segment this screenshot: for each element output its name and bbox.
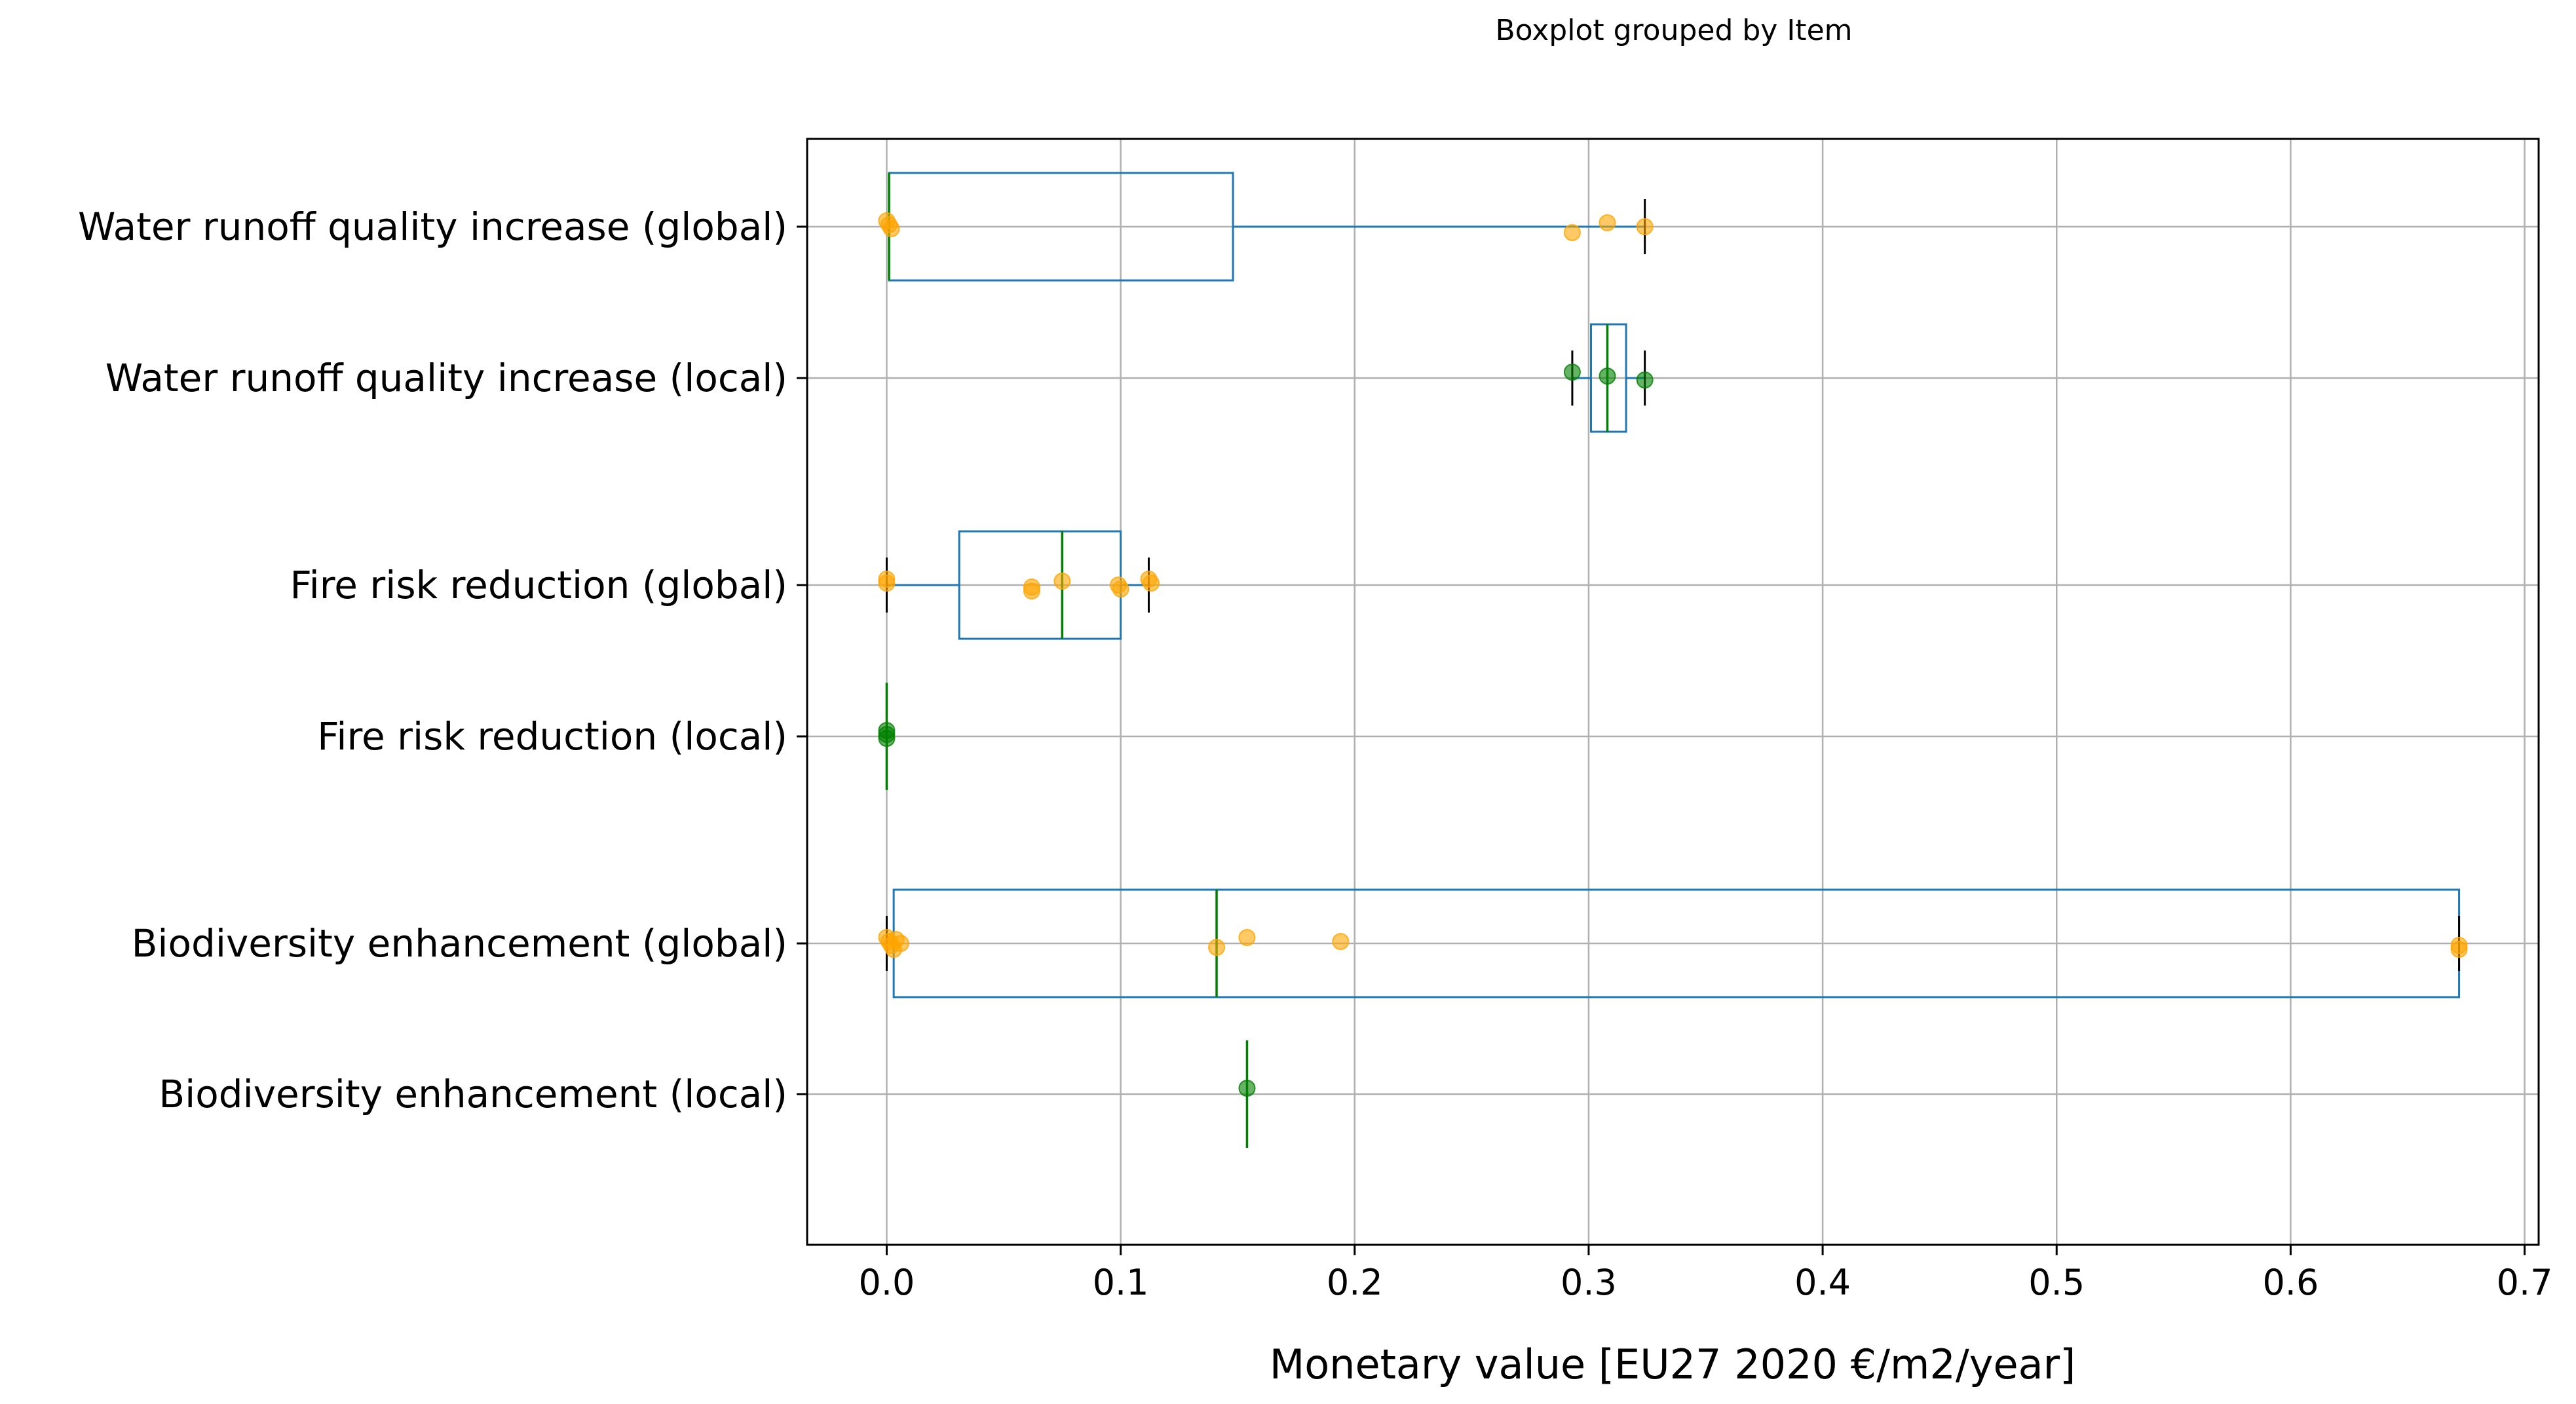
- y-axis-labels: Water runoff quality increase (global) Wa…: [78, 204, 807, 1116]
- data-point: [1636, 218, 1654, 235]
- grid-lines: [807, 139, 2539, 1245]
- data-point: [1112, 580, 1129, 598]
- data-point: [1238, 929, 1256, 946]
- data-point: [1636, 371, 1654, 389]
- x-axis-label: Monetary value [EU27 2020 €/m2/year]: [1270, 1340, 2076, 1388]
- data-point: [1599, 368, 1616, 385]
- data-point: [878, 730, 896, 747]
- x-axis-ticks: 0.0 0.1 0.2 0.3 0.4 0.5 0.6 0.7: [858, 1245, 2553, 1303]
- x-tick-label: 0.2: [1327, 1262, 1383, 1303]
- data-point: [878, 575, 896, 592]
- x-tick-label: 0.5: [2028, 1262, 2085, 1303]
- data-point: [1238, 1080, 1256, 1097]
- x-tick-label: 0.3: [1561, 1262, 1617, 1303]
- data-point: [1053, 573, 1071, 590]
- data-point: [1563, 224, 1581, 241]
- x-tick-label: 0.1: [1093, 1262, 1149, 1303]
- box-iqr: [1589, 323, 1627, 433]
- y-tick-label: Water runoff quality increase (global): [78, 204, 787, 249]
- y-tick-label: Fire risk reduction (local): [317, 714, 787, 759]
- data-point: [1143, 575, 1160, 592]
- y-tick-label: Biodiversity enhancement (global): [132, 921, 787, 966]
- plot-frame: [806, 138, 2540, 1246]
- data-point: [882, 220, 900, 237]
- x-tick-label: 0.6: [2262, 1262, 2319, 1303]
- data-point: [1563, 364, 1581, 381]
- data-point: [892, 935, 909, 952]
- y-tick-label: Fire risk reduction (global): [290, 563, 787, 607]
- x-tick-label: 0.4: [1794, 1262, 1851, 1303]
- plot-marks: [878, 172, 2468, 1148]
- data-point: [2450, 941, 2468, 958]
- data-point: [1208, 939, 1226, 956]
- x-tick-label: 0.7: [2497, 1262, 2553, 1303]
- data-point: [1599, 214, 1616, 231]
- x-tick-label: 0.0: [858, 1262, 915, 1303]
- y-tick-label: Biodiversity enhancement (local): [159, 1072, 787, 1116]
- chart-title: Boxplot grouped by Item: [1496, 14, 1853, 47]
- data-point: [1332, 933, 1350, 950]
- y-tick-label: Water runoff quality increase (local): [105, 356, 787, 400]
- data-point: [1023, 582, 1040, 599]
